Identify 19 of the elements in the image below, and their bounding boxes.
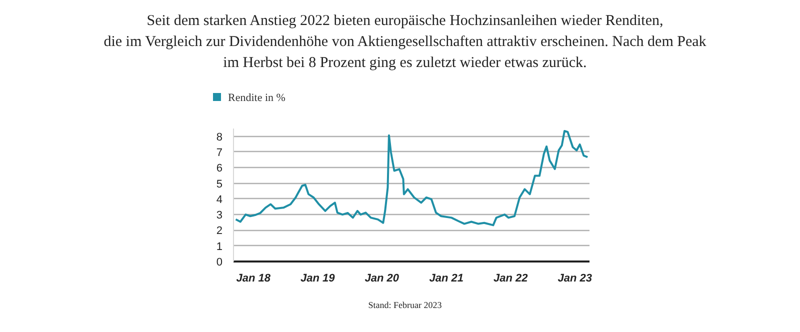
- chart-title: Seit dem starken Anstieg 2022 bieten europäische Hochzinsanleihen wieder Renditen, die im Vergleich zur Dividendenhöhe von Aktiengesellschaften attraktiv erscheinen. Nach dem Peak im Herbst bei 8 Prozent ging es zuletzt wieder etwas zurück.: [104, 12, 706, 73]
- y-tick-label: 0: [216, 256, 223, 268]
- x-tick-label: Jan 18: [236, 272, 272, 284]
- x-tick-label: Jan 21: [429, 272, 464, 284]
- y-tick-label: 2: [216, 225, 223, 238]
- x-tick-label: Jan 19: [300, 272, 336, 284]
- y-tick-label: 7: [216, 146, 223, 159]
- y-tick-label: 6: [216, 162, 223, 175]
- line-series: [234, 130, 589, 226]
- x-tick-label: Jan 20: [364, 272, 400, 284]
- legend-label: Rendite in %: [228, 92, 286, 104]
- y-tick-label: 3: [216, 210, 223, 222]
- x-tick-label: Jan 23: [558, 272, 592, 284]
- y-tick-label: 1: [216, 240, 223, 253]
- text: Stand: Februar 2023: [368, 299, 442, 312]
- y-tick-label: 8: [216, 131, 223, 144]
- x-tick-label: Jan 22: [494, 272, 528, 284]
- y-tick-label: 5: [216, 178, 223, 190]
- y-tick-label: 4: [216, 194, 223, 206]
